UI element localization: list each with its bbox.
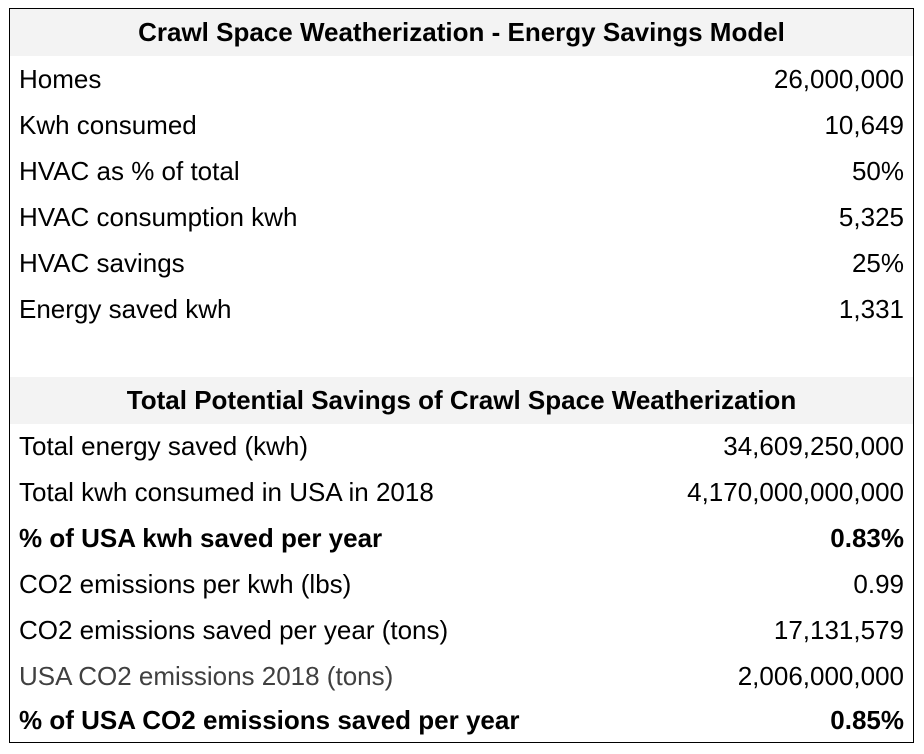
row-value: 2,006,000,000 <box>737 660 904 691</box>
row-value: 26,000,000 <box>773 63 904 94</box>
section-title-text: Total Potential Savings of Crawl Space W… <box>126 385 797 415</box>
row-value: 50% <box>851 155 904 186</box>
row-label: HVAC consumption kwh <box>19 201 298 232</box>
row-label: Homes <box>19 63 102 94</box>
row-value: 0.85% <box>830 704 904 735</box>
section-title-energy-savings-model: Crawl Space Weatherization - Energy Savi… <box>10 9 913 56</box>
row-label: Kwh consumed <box>19 109 197 140</box>
row-label: USA CO2 emissions 2018 (tons) <box>19 660 394 691</box>
row-label: HVAC as % of total <box>19 155 240 186</box>
table-row: CO2 emissions per kwh (lbs) 0.99 <box>10 561 913 607</box>
table-row: Total energy saved (kwh) 34,609,250,000 <box>10 423 913 469</box>
row-value: 5,325 <box>838 201 904 232</box>
table-row-highlight: % of USA kwh saved per year 0.83% <box>10 515 913 561</box>
row-value: 0.99 <box>853 568 904 599</box>
row-value: 25% <box>851 247 904 278</box>
table-row: Energy saved kwh 1,331 <box>10 286 913 332</box>
section-title-text: Crawl Space Weatherization - Energy Savi… <box>138 17 785 47</box>
row-label: HVAC savings <box>19 247 185 278</box>
table-row: Kwh consumed 10,649 <box>10 102 913 148</box>
table-row: USA CO2 emissions 2018 (tons) 2,006,000,… <box>10 653 913 699</box>
row-label: CO2 emissions per kwh (lbs) <box>19 568 352 599</box>
savings-table: Crawl Space Weatherization - Energy Savi… <box>9 8 914 743</box>
table-row: HVAC consumption kwh 5,325 <box>10 194 913 240</box>
row-label: % of USA kwh saved per year <box>19 522 383 553</box>
row-value: 0.83% <box>830 522 904 553</box>
row-value: 34,609,250,000 <box>723 430 904 461</box>
row-label: CO2 emissions saved per year (tons) <box>19 614 449 645</box>
table-row: Total kwh consumed in USA in 2018 4,170,… <box>10 469 913 515</box>
row-value: 17,131,579 <box>773 614 904 645</box>
row-value: 4,170,000,000,000 <box>687 476 904 507</box>
row-label: % of USA CO2 emissions saved per year <box>19 704 520 735</box>
row-label: Total energy saved (kwh) <box>19 430 309 461</box>
row-label: Total kwh consumed in USA in 2018 <box>19 476 434 507</box>
table-row: HVAC as % of total 50% <box>10 148 913 194</box>
row-label: Energy saved kwh <box>19 293 232 324</box>
table-row-highlight: % of USA CO2 emissions saved per year 0.… <box>10 697 913 743</box>
table-row: Homes 26,000,000 <box>10 56 913 102</box>
table-row: HVAC savings 25% <box>10 240 913 286</box>
row-value: 1,331 <box>838 293 904 324</box>
table-row: CO2 emissions saved per year (tons) 17,1… <box>10 607 913 653</box>
row-value: 10,649 <box>824 109 904 140</box>
section-title-total-potential-savings: Total Potential Savings of Crawl Space W… <box>10 377 913 424</box>
blank-row <box>10 332 913 379</box>
